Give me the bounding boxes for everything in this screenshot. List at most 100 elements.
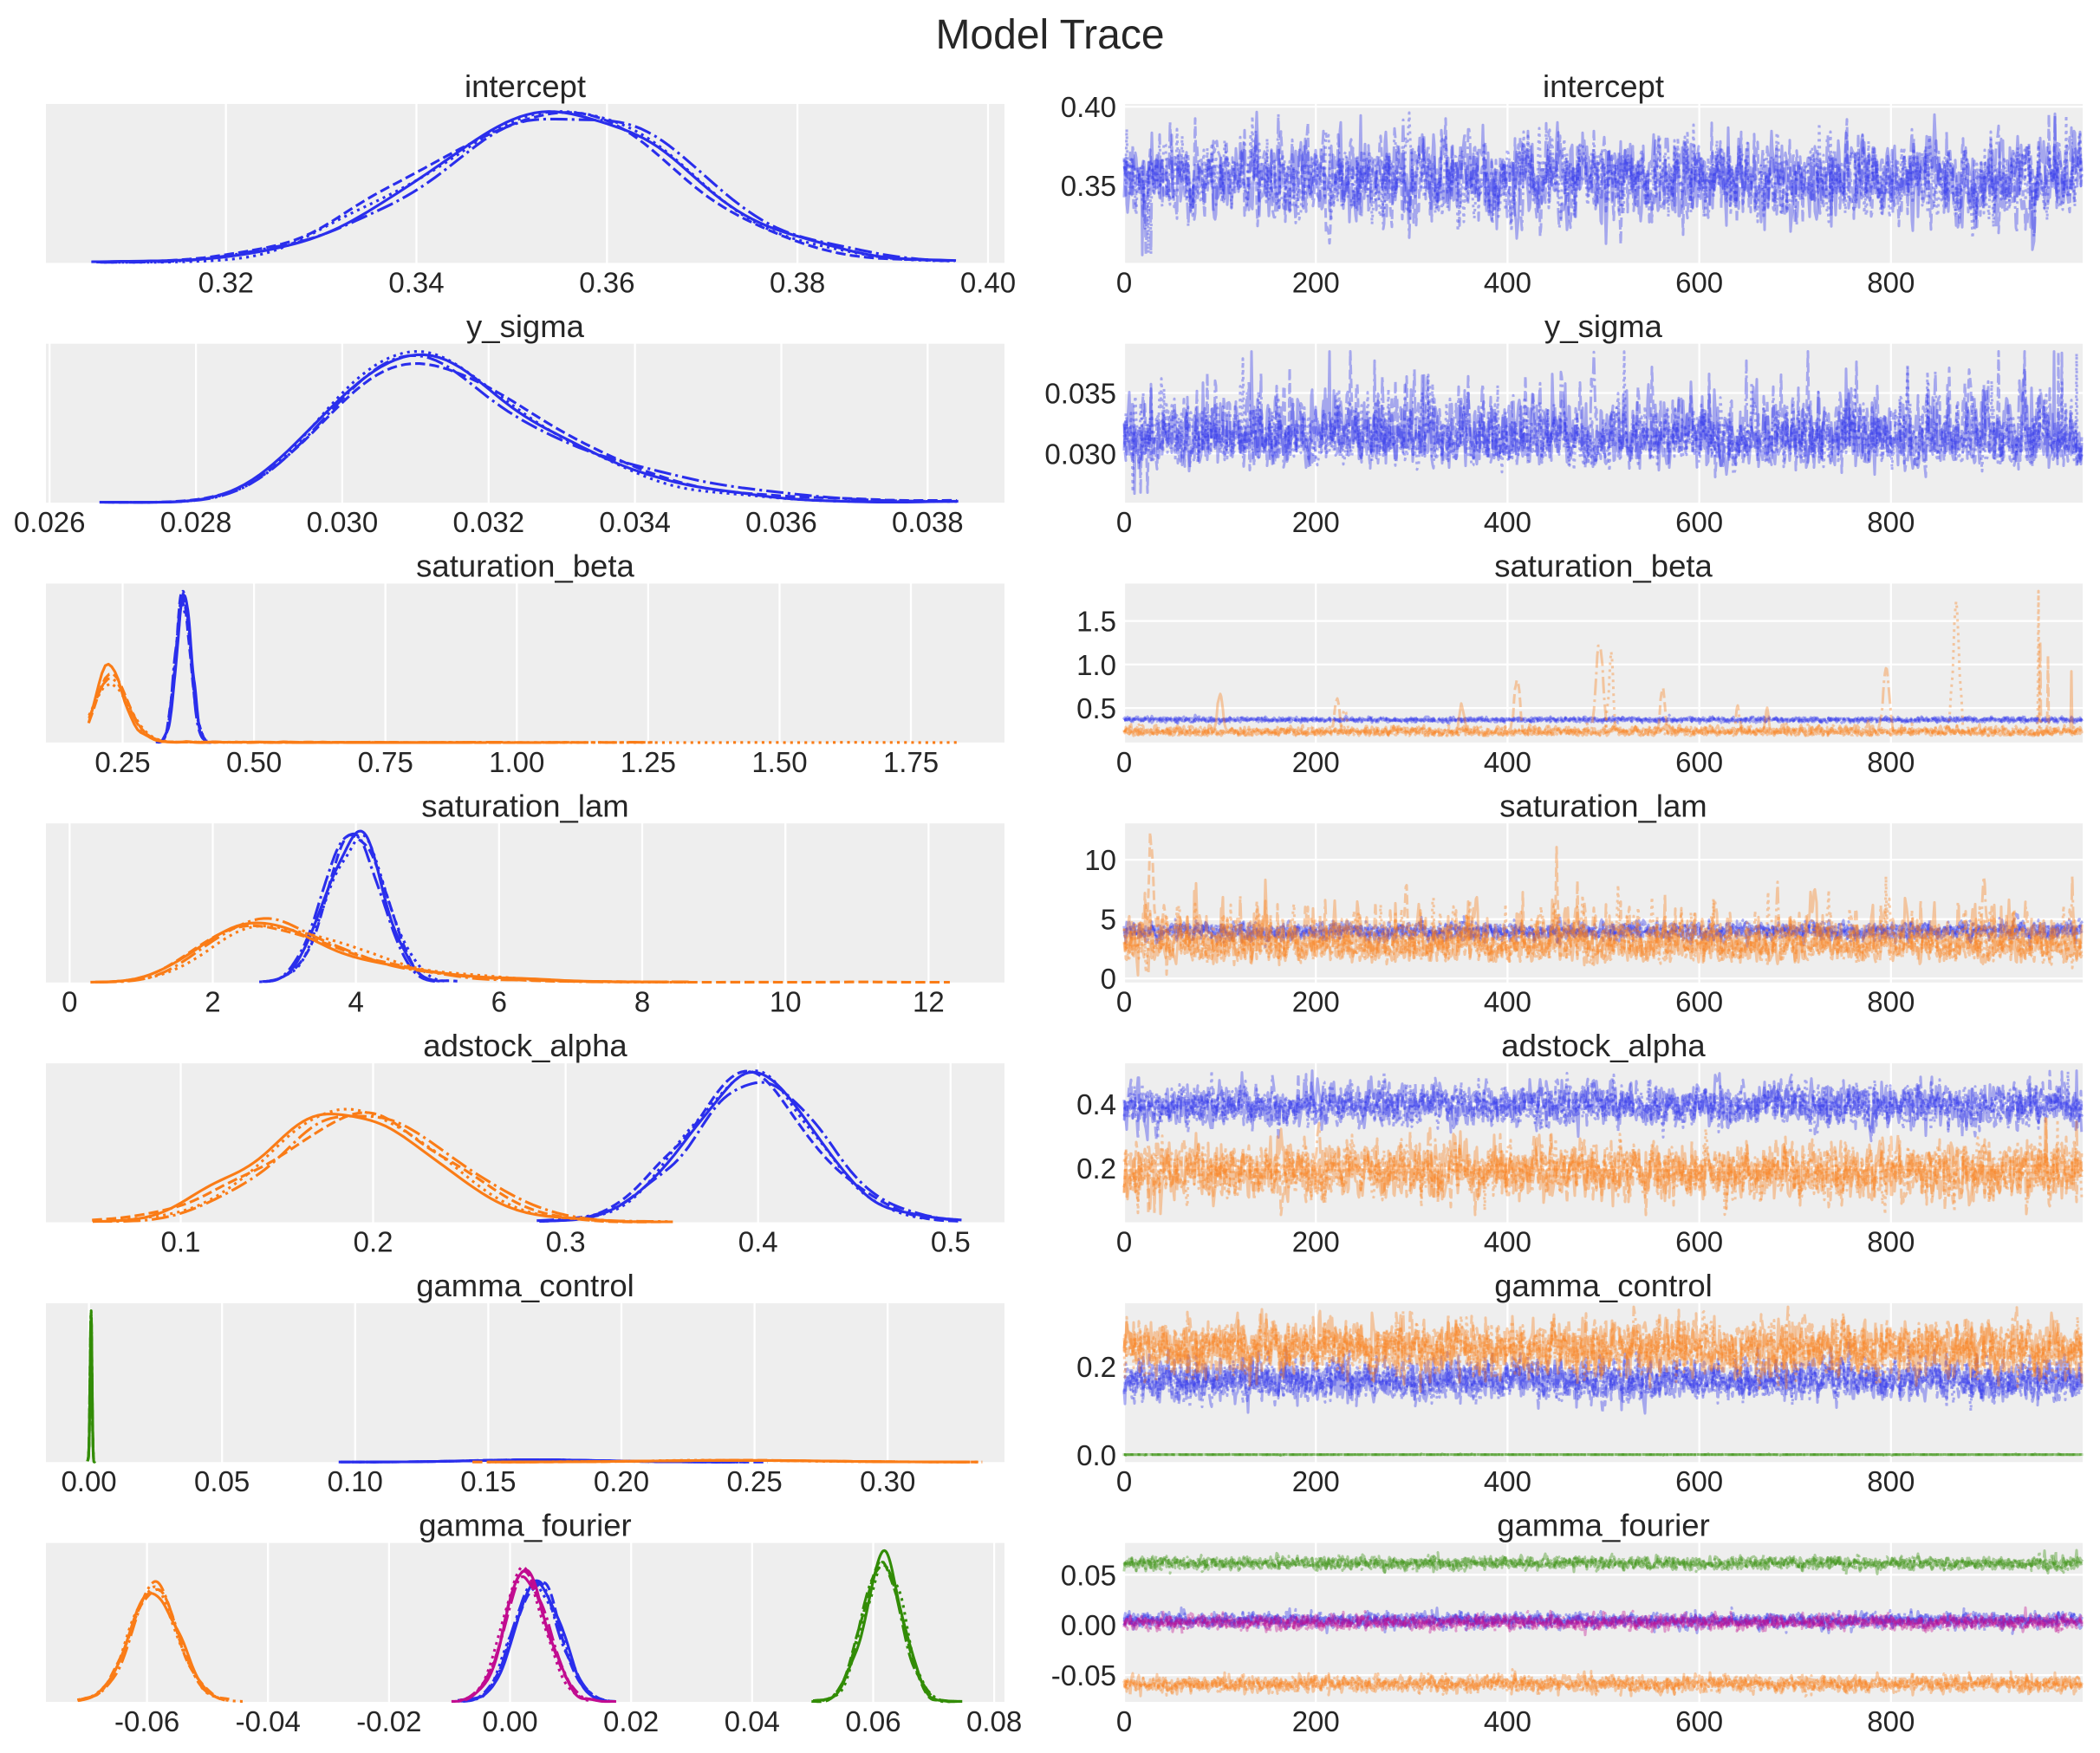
svg-text:600: 600 — [1675, 1225, 1723, 1257]
svg-text:0.2: 0.2 — [1076, 1351, 1116, 1383]
svg-text:0.4: 0.4 — [738, 1225, 778, 1257]
svg-text:6: 6 — [491, 986, 507, 1018]
svg-text:intercept: intercept — [1543, 68, 1664, 104]
svg-text:10: 10 — [1084, 844, 1116, 876]
svg-text:saturation_lam: saturation_lam — [421, 788, 628, 823]
svg-text:-0.05: -0.05 — [1051, 1659, 1116, 1691]
svg-text:400: 400 — [1484, 1225, 1531, 1257]
svg-text:0.40: 0.40 — [1061, 91, 1116, 123]
svg-text:400: 400 — [1484, 506, 1531, 538]
svg-text:0: 0 — [1101, 963, 1116, 995]
svg-text:800: 800 — [1867, 986, 1915, 1018]
svg-text:0.36: 0.36 — [579, 266, 634, 298]
svg-text:800: 800 — [1867, 1465, 1915, 1497]
svg-text:1.75: 1.75 — [883, 746, 939, 778]
svg-text:0.35: 0.35 — [1061, 170, 1116, 202]
svg-text:saturation_beta: saturation_beta — [1494, 549, 1713, 584]
svg-text:0.030: 0.030 — [307, 506, 379, 538]
svg-text:0: 0 — [1116, 1225, 1132, 1257]
svg-text:200: 200 — [1292, 1705, 1340, 1737]
svg-text:0.00: 0.00 — [61, 1465, 116, 1497]
svg-text:400: 400 — [1484, 1705, 1531, 1737]
svg-text:-0.04: -0.04 — [236, 1705, 301, 1737]
svg-text:0.20: 0.20 — [594, 1465, 649, 1497]
svg-text:800: 800 — [1867, 506, 1915, 538]
svg-text:800: 800 — [1867, 1225, 1915, 1257]
svg-text:0.34: 0.34 — [388, 266, 444, 298]
svg-text:0.2: 0.2 — [1076, 1152, 1116, 1185]
svg-text:600: 600 — [1675, 1465, 1723, 1497]
svg-text:adstock_alpha: adstock_alpha — [1501, 1028, 1706, 1063]
svg-text:intercept: intercept — [465, 68, 586, 104]
svg-text:200: 200 — [1292, 266, 1340, 298]
svg-text:1.5: 1.5 — [1076, 606, 1116, 638]
svg-text:800: 800 — [1867, 266, 1915, 298]
svg-text:600: 600 — [1675, 746, 1723, 778]
svg-text:0.02: 0.02 — [603, 1705, 659, 1737]
svg-text:1.00: 1.00 — [489, 746, 544, 778]
svg-text:0.00: 0.00 — [1061, 1609, 1116, 1641]
svg-text:4: 4 — [348, 986, 363, 1018]
svg-text:0.032: 0.032 — [452, 506, 524, 538]
svg-text:8: 8 — [634, 986, 650, 1018]
svg-text:200: 200 — [1292, 506, 1340, 538]
svg-text:0.15: 0.15 — [460, 1465, 516, 1497]
svg-text:0.034: 0.034 — [599, 506, 671, 538]
svg-text:0.4: 0.4 — [1076, 1088, 1116, 1120]
svg-text:0: 0 — [1116, 266, 1132, 298]
svg-text:10: 10 — [770, 986, 802, 1018]
svg-text:0.030: 0.030 — [1044, 438, 1116, 470]
svg-text:600: 600 — [1675, 986, 1723, 1018]
svg-text:200: 200 — [1292, 1465, 1340, 1497]
svg-text:saturation_beta: saturation_beta — [416, 549, 634, 584]
svg-text:0: 0 — [1116, 746, 1132, 778]
svg-text:0.06: 0.06 — [845, 1705, 900, 1737]
svg-text:400: 400 — [1484, 266, 1531, 298]
svg-text:0.10: 0.10 — [328, 1465, 383, 1497]
svg-text:0.75: 0.75 — [358, 746, 413, 778]
svg-text:0.32: 0.32 — [198, 266, 254, 298]
svg-text:400: 400 — [1484, 1465, 1531, 1497]
svg-text:0.3: 0.3 — [546, 1225, 586, 1257]
svg-text:0.05: 0.05 — [1061, 1559, 1116, 1591]
svg-text:0: 0 — [1116, 506, 1132, 538]
svg-text:200: 200 — [1292, 986, 1340, 1018]
svg-text:gamma_control: gamma_control — [416, 1268, 634, 1303]
svg-text:0.04: 0.04 — [725, 1705, 780, 1737]
svg-text:1.0: 1.0 — [1076, 649, 1116, 681]
svg-text:0.038: 0.038 — [892, 506, 964, 538]
svg-text:0.5: 0.5 — [1076, 692, 1116, 724]
svg-text:gamma_control: gamma_control — [1494, 1268, 1713, 1303]
svg-text:0.026: 0.026 — [14, 506, 86, 538]
svg-text:-0.02: -0.02 — [356, 1705, 421, 1737]
svg-text:0.028: 0.028 — [160, 506, 232, 538]
svg-text:gamma_fourier: gamma_fourier — [419, 1508, 631, 1543]
svg-text:0.40: 0.40 — [960, 266, 1016, 298]
svg-text:0.08: 0.08 — [966, 1705, 1022, 1737]
svg-text:0.05: 0.05 — [194, 1465, 250, 1497]
svg-text:12: 12 — [913, 986, 945, 1018]
svg-text:600: 600 — [1675, 1705, 1723, 1737]
svg-text:0.25: 0.25 — [94, 746, 150, 778]
svg-text:0.1: 0.1 — [161, 1225, 201, 1257]
svg-text:0.00: 0.00 — [482, 1705, 537, 1737]
svg-text:0.38: 0.38 — [770, 266, 825, 298]
svg-text:saturation_lam: saturation_lam — [1499, 788, 1707, 823]
svg-text:Model Trace: Model Trace — [935, 12, 1164, 58]
svg-text:0: 0 — [1116, 1705, 1132, 1737]
svg-text:0.5: 0.5 — [931, 1225, 971, 1257]
svg-text:5: 5 — [1101, 904, 1116, 936]
svg-text:800: 800 — [1867, 1705, 1915, 1737]
svg-text:1.25: 1.25 — [621, 746, 676, 778]
svg-text:0.036: 0.036 — [745, 506, 817, 538]
svg-text:0.25: 0.25 — [726, 1465, 782, 1497]
svg-text:800: 800 — [1867, 746, 1915, 778]
svg-text:200: 200 — [1292, 746, 1340, 778]
svg-text:0.035: 0.035 — [1044, 377, 1116, 409]
svg-text:600: 600 — [1675, 506, 1723, 538]
svg-text:0: 0 — [1116, 986, 1132, 1018]
svg-text:0.50: 0.50 — [226, 746, 282, 778]
svg-text:0: 0 — [62, 986, 77, 1018]
svg-text:200: 200 — [1292, 1225, 1340, 1257]
svg-text:400: 400 — [1484, 986, 1531, 1018]
